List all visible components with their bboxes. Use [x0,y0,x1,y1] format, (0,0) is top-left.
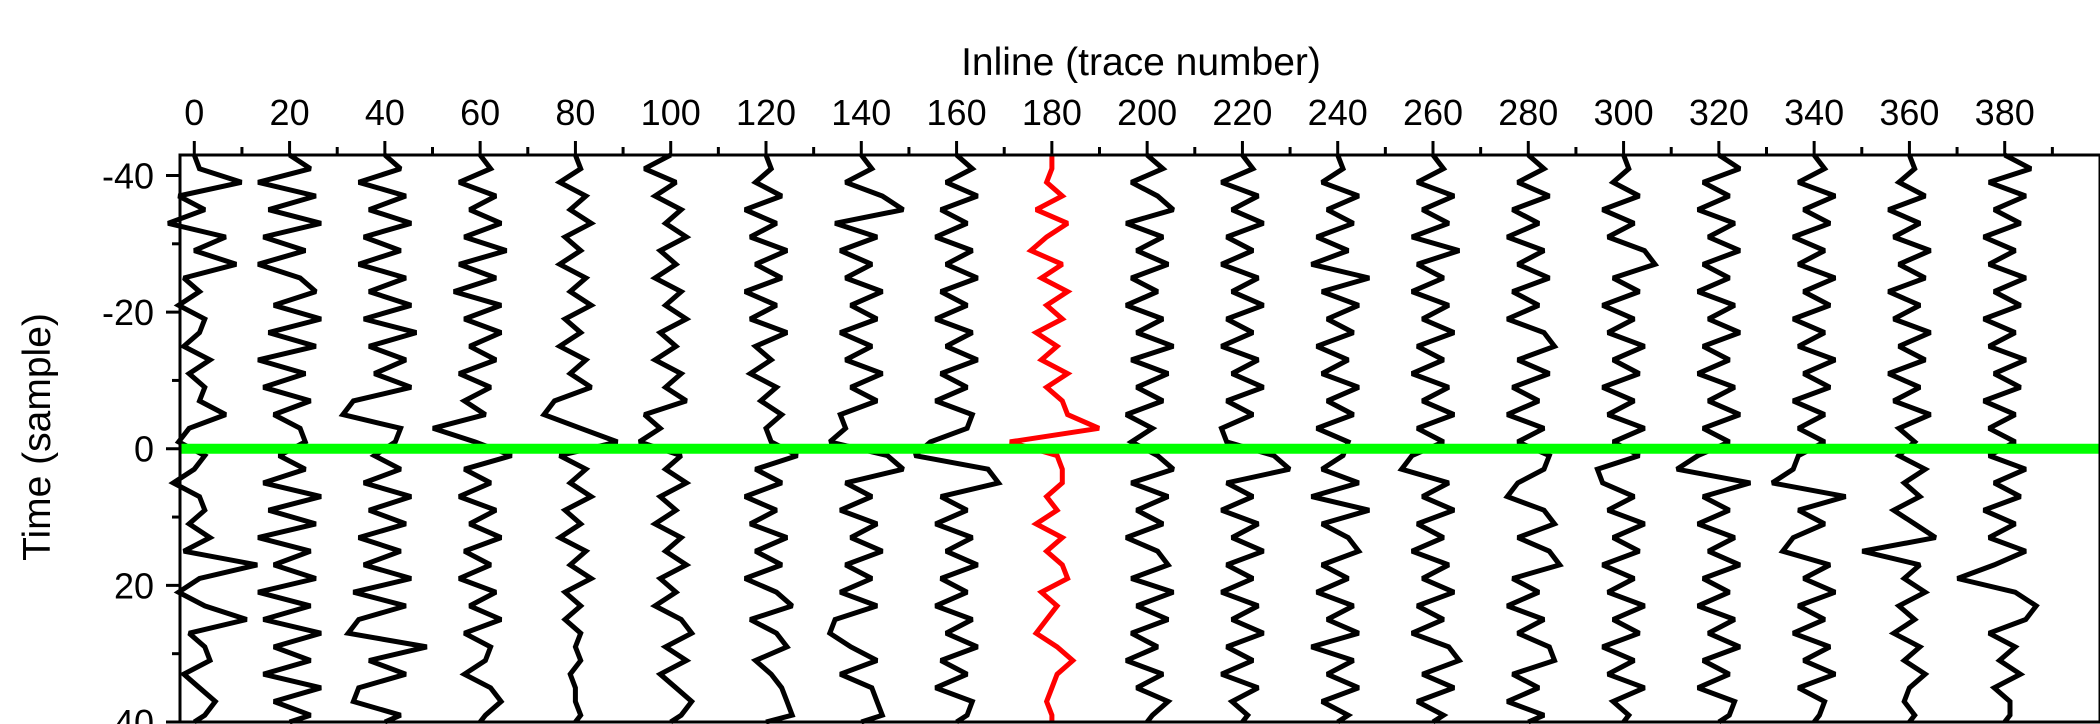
x-tick-label-20: 20 [270,92,310,133]
x-axis-title: Inline (trace number) [961,41,1321,84]
trace-280 [1503,153,1564,724]
y-tick-label-20: 20 [114,565,154,606]
x-tick-label-200: 200 [1117,92,1177,133]
x-tick-label-140: 140 [831,92,891,133]
x-tick-label-0: 0 [184,92,204,133]
plot-area: 0 20 40 60 80 100 120 140 160 180 200 220 240 260 280 3… [102,92,2100,724]
y-tick-label-40: 40 [114,702,154,724]
trace-200 [1125,153,1175,724]
trace-360 [1861,154,1937,724]
x-tick-label-80: 80 [555,92,595,133]
trace-20 [257,152,322,724]
x-tick-label-100: 100 [641,92,701,133]
x-tick-label-220: 220 [1212,92,1272,133]
x-tick-label-260: 260 [1403,92,1463,133]
plot-frame [178,153,2100,724]
trace-320 [1675,152,1751,724]
x-tick-label-120: 120 [736,92,796,133]
trace-180-highlighted [1009,155,1100,722]
trace-300 [1594,154,1660,724]
x-tick-label-180: 180 [1022,92,1082,133]
x-tick-label-40: 40 [365,92,405,133]
trace-160 [913,153,1003,724]
x-tick-label-300: 300 [1594,92,1654,133]
trace-340 [1770,153,1847,724]
x-tick-label-320: 320 [1689,92,1749,133]
x-tick-label-380: 380 [1975,92,2035,133]
trace-380 [1956,152,2040,724]
x-tick-label-340: 340 [1784,92,1844,133]
trace-260 [1397,153,1464,724]
x-tick-label-60: 60 [460,92,500,133]
trace-220 [1218,153,1292,724]
x-tick-label-360: 360 [1879,92,1939,133]
x-tick-label-160: 160 [927,92,987,133]
trace-240 [1310,154,1370,724]
trace-60 [432,153,513,724]
trace-140 [826,153,905,724]
y-tick-label--40: -40 [102,155,154,196]
trace-40 [338,153,428,724]
y-tick-label-0: 0 [134,429,154,470]
trace-120 [744,154,799,724]
x-tick-label-240: 240 [1308,92,1368,133]
y-tick-label--20: -20 [102,292,154,333]
y-axis-title: Time (sample) [16,313,59,561]
x-tick-label-280: 280 [1498,92,1558,133]
trace-100 [637,152,696,724]
trace-80 [539,154,619,724]
